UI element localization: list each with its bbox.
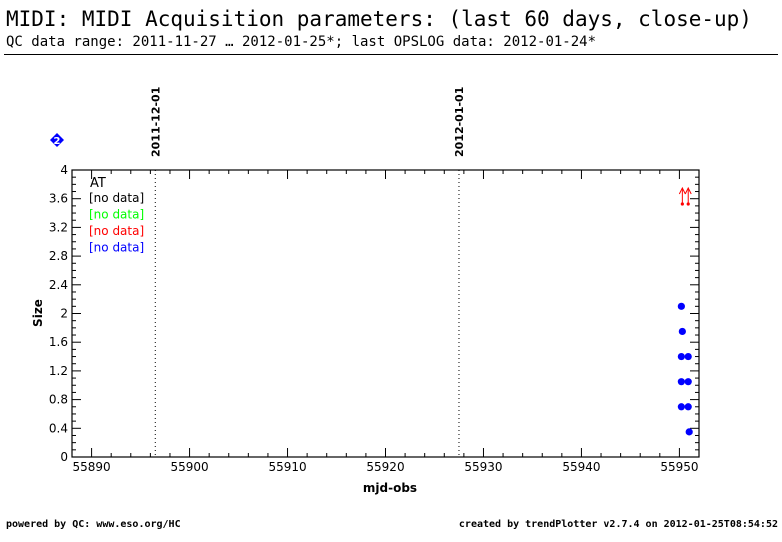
- date-marker-label: 2011-12-01: [149, 87, 162, 157]
- page-title: MIDI: MIDI Acquisition parameters: (last…: [6, 7, 752, 31]
- y-tick-label: 0: [60, 450, 68, 464]
- y-tick-label: 2.4: [49, 278, 68, 292]
- x-axis-label: mjd-obs: [363, 481, 417, 495]
- legend-entry: [no data]: [89, 208, 144, 222]
- data-point: [677, 403, 685, 411]
- plot-frame: [71, 169, 700, 458]
- header-divider: [4, 54, 778, 55]
- legend-title: AT: [90, 176, 106, 191]
- legend-entry: [no data]: [89, 224, 144, 238]
- legend-entry: [no data]: [89, 191, 144, 205]
- data-point: [678, 327, 686, 336]
- x-tick-label: 55910: [268, 460, 306, 474]
- data-point: [684, 378, 692, 386]
- y-tick-label: 4: [60, 163, 68, 177]
- data-point: [685, 428, 693, 436]
- y-tick-label: 0.8: [49, 393, 68, 407]
- x-tick-label: 55920: [366, 460, 404, 474]
- y-tick-label: 2: [60, 307, 68, 321]
- page-subtitle: QC data range: 2011-11-27 … 2012-01-25*;…: [6, 34, 597, 50]
- data-point: [677, 352, 685, 361]
- x-tick-label: 55900: [170, 460, 208, 474]
- data-point: [677, 378, 685, 386]
- badge: 2: [50, 133, 64, 147]
- y-tick-label: 0.4: [49, 421, 68, 435]
- data-point: [684, 352, 692, 361]
- y-tick-label: 3.6: [49, 192, 68, 206]
- data-point: [684, 403, 692, 411]
- y-axis-label: Size: [31, 299, 45, 327]
- offscale-arrow: [684, 186, 692, 206]
- data-point: [677, 302, 685, 310]
- date-marker-label: 2012-01-01: [453, 87, 466, 157]
- x-tick-label: 55890: [73, 460, 111, 474]
- badge-label: 2: [54, 136, 61, 147]
- legend-entry: [no data]: [89, 241, 144, 255]
- footer-credit: powered by QC: www.eso.org/HC: [6, 519, 181, 530]
- y-tick-label: 2.8: [49, 249, 68, 263]
- y-tick-label: 1.2: [49, 364, 68, 378]
- diamond-icon: [50, 133, 64, 147]
- x-tick-label: 55930: [464, 460, 502, 474]
- y-tick-label: 3.2: [49, 220, 68, 234]
- x-tick-label: 55950: [660, 460, 698, 474]
- offscale-arrow: [678, 186, 686, 206]
- y-tick-label: 1.6: [49, 335, 68, 349]
- x-tick-label: 55940: [562, 460, 600, 474]
- footer-creator: created by trendPlotter v2.7.4 on 2012-0…: [458, 519, 778, 530]
